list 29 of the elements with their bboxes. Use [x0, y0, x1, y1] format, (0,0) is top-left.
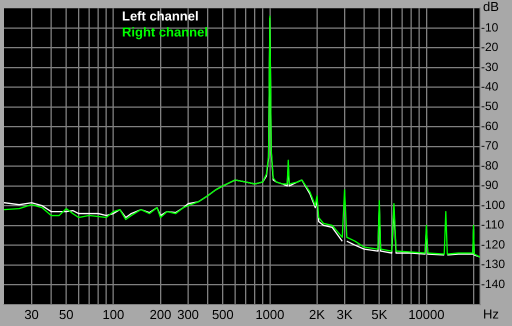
x-tick-label: 50 [59, 306, 74, 322]
y-tick-label: -70 [481, 138, 499, 153]
y-tick-label: -80 [481, 158, 499, 172]
y-tick-label: -40 [481, 80, 499, 94]
x-tick-label: 1000 [255, 306, 284, 322]
y-axis-title: dB [483, 0, 499, 14]
y-tick-label: -30 [481, 60, 499, 74]
x-tick-label: 10000 [408, 306, 444, 322]
y-tick-label: -10 [481, 20, 499, 34]
text: Left channel [122, 8, 199, 24]
y-tick-label: -110 [481, 218, 504, 232]
y-tick-label: -140 [481, 276, 506, 291]
x-tick-label: 100 [102, 306, 124, 322]
y-tick-label: -20 [481, 40, 499, 54]
x-tick-label: 300 [177, 306, 199, 322]
y-tick-label: -130 [481, 257, 506, 272]
y-tick-label: -50 [481, 99, 499, 114]
x-tick-label: 3K [336, 306, 353, 322]
y-tick-label: -90 [481, 178, 499, 192]
x-tick-label: 200 [150, 306, 172, 322]
y-tick-label: -100 [481, 198, 506, 212]
text: Right channel [122, 24, 208, 40]
y-tick-label: -60 [481, 118, 499, 133]
x-tick-label: 30 [24, 306, 39, 322]
x-tick-label: 2K [309, 306, 326, 322]
y-tick-label: -120 [481, 237, 506, 252]
x-axis-title: Hz [483, 306, 499, 322]
x-tick-label: 500 [212, 306, 234, 322]
x-tick-label: 5K [371, 306, 388, 322]
